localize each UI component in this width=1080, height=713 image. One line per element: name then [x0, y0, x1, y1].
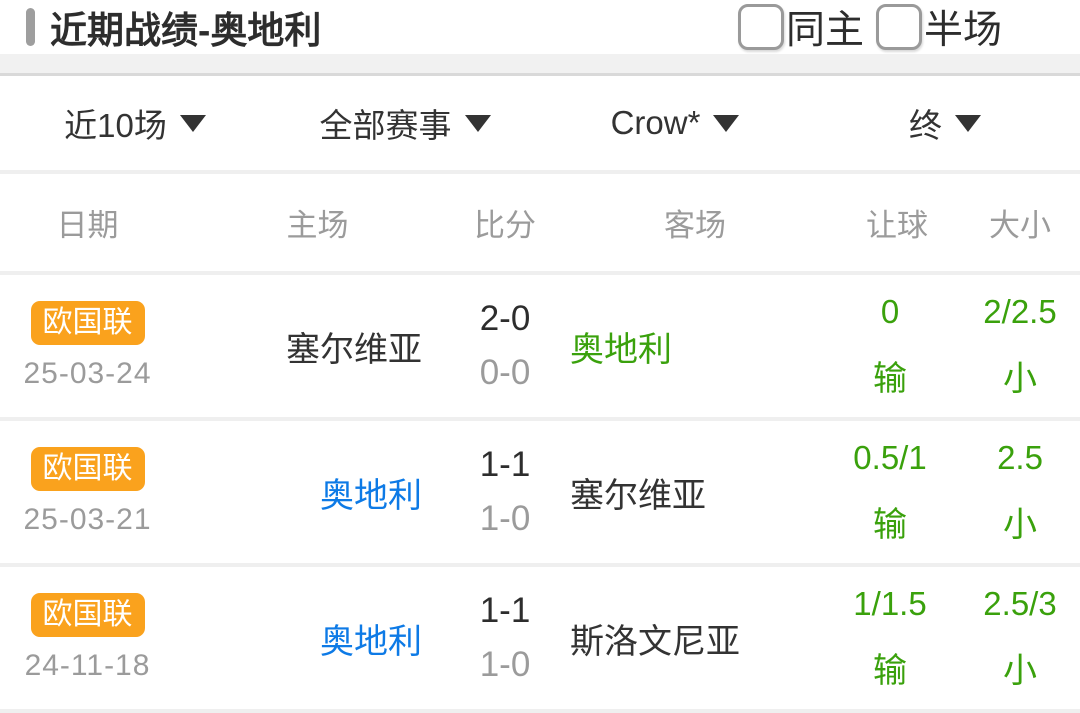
home-team-name: 塞尔维亚 [286, 330, 422, 369]
away-team-name: 斯洛文尼亚 [570, 622, 740, 661]
home-team-name: 奥地利 [320, 476, 422, 515]
away-team-name: 塞尔维亚 [570, 476, 706, 515]
league-badge: 欧国联 [30, 446, 145, 492]
title-bar: 近期战绩-奥地利 同主 半场 [0, 0, 1080, 54]
chevron-down-icon [464, 114, 491, 132]
chevron-down-icon [955, 114, 981, 132]
match-date: 24-11-18 [24, 649, 151, 683]
column-header-score: 比分 [474, 208, 536, 243]
over-under-result: 小 [1003, 651, 1037, 690]
filter-bookmaker-label: Crow* [610, 104, 701, 141]
handicap-value: 0.5/1 [853, 438, 927, 476]
column-header-handicap: 让球 [866, 208, 928, 243]
filter-recent-games-label: 近10场 [64, 107, 167, 144]
column-header-over-under: 大小 [989, 208, 1051, 243]
row-divider [0, 563, 1080, 567]
filter-odds-time[interactable]: 终 [810, 76, 1080, 170]
match-row[interactable]: 欧国联 25-03-21 奥地利 1-1 1-0 塞尔维亚 0.5/1 输 2.… [0, 421, 1080, 563]
divider [0, 271, 1080, 275]
half-time-score: 0-0 [479, 353, 531, 392]
handicap-value: 1/1.5 [853, 584, 927, 622]
filter-odds-time-label: 终 [909, 107, 942, 144]
full-time-score: 1-1 [479, 591, 531, 630]
page-title: 近期战绩-奥地利 [50, 10, 322, 51]
handicap-result: 输 [873, 359, 907, 398]
header-checkbox-area: 同主 半场 [737, 0, 1002, 55]
title-accent-bar [26, 8, 35, 46]
filter-row: 近10场 全部赛事 Crow* 终 [0, 76, 1080, 170]
same-home-checkbox-label[interactable]: 同主 [785, 9, 864, 52]
league-badge: 欧国联 [30, 592, 145, 638]
handicap-value: 0 [880, 292, 900, 330]
match-date: 25-03-24 [23, 357, 152, 391]
half-time-score: 1-0 [479, 499, 531, 538]
match-row[interactable]: 欧国联 25-03-24 塞尔维亚 2-0 0-0 奥地利 0 输 2/2.5 … [0, 275, 1080, 417]
chevron-down-icon [179, 114, 206, 132]
over-under-result: 小 [1003, 359, 1037, 398]
section-separator-band [0, 54, 1080, 76]
match-row[interactable]: 欧国联 24-11-18 奥地利 1-1 1-0 斯洛文尼亚 1/1.5 输 2… [0, 567, 1080, 709]
handicap-result: 输 [873, 651, 907, 690]
away-team-name: 奥地利 [570, 330, 672, 369]
filter-bookmaker[interactable]: Crow* [540, 76, 810, 170]
column-header-away: 客场 [664, 208, 726, 243]
same-home-checkbox-group[interactable]: 同主 [737, 0, 864, 55]
over-under-result: 小 [1003, 505, 1037, 544]
same-home-checkbox[interactable] [737, 4, 784, 50]
over-under-value: 2.5 [997, 438, 1043, 476]
row-divider [0, 417, 1080, 421]
column-header-home: 主场 [286, 208, 349, 243]
home-team-name: 奥地利 [320, 622, 422, 661]
handicap-result: 输 [873, 505, 907, 544]
divider [0, 170, 1080, 174]
match-date: 25-03-21 [23, 503, 152, 537]
filter-recent-games[interactable]: 近10场 [0, 76, 270, 170]
chevron-down-icon [713, 114, 740, 132]
half-time-checkbox-label[interactable]: 半场 [923, 9, 1002, 52]
over-under-value: 2.5/3 [983, 584, 1057, 622]
over-under-value: 2/2.5 [983, 292, 1057, 330]
filter-competition-label: 全部赛事 [319, 107, 452, 144]
half-time-checkbox[interactable] [875, 4, 922, 50]
league-badge: 欧国联 [30, 300, 145, 346]
full-time-score: 1-1 [479, 445, 531, 484]
table-header-row: 日期 主场 比分 客场 让球 大小 [0, 174, 1080, 271]
match-rows: 欧国联 25-03-24 塞尔维亚 2-0 0-0 奥地利 0 输 2/2.5 … [0, 275, 1080, 713]
column-header-date: 日期 [56, 208, 119, 243]
row-divider [0, 709, 1080, 713]
full-time-score: 2-0 [479, 299, 531, 338]
half-time-score: 1-0 [479, 645, 531, 684]
filter-competition[interactable]: 全部赛事 [270, 76, 540, 170]
half-time-checkbox-group[interactable]: 半场 [875, 0, 1002, 55]
